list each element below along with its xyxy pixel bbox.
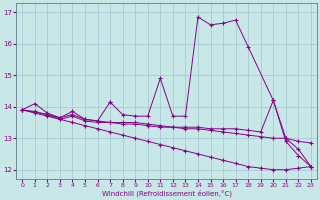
X-axis label: Windchill (Refroidissement éolien,°C): Windchill (Refroidissement éolien,°C) — [101, 190, 232, 197]
